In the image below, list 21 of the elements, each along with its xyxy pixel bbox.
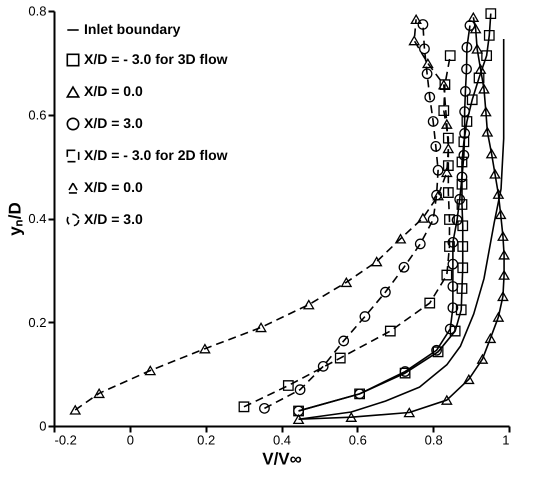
y-tick-label: 0.2 [28, 314, 46, 330]
x-tick-label: 0.4 [272, 432, 292, 448]
y-tick-label: 0 [39, 418, 46, 434]
x-tick-label: 1 [502, 432, 510, 448]
x-axis-title: V/V∞ [262, 450, 302, 468]
y-tick-label: 0.8 [28, 4, 46, 18]
x-tick-label: -0.2 [54, 432, 77, 448]
legend-label: X/D = - 3.0 for 2D flow [84, 147, 228, 163]
x-tick-label: 0.8 [424, 432, 443, 448]
legend-label: X/D = 0.0 [84, 83, 143, 99]
y-tick-label: 0.4 [28, 211, 46, 226]
y-axis-title: yₙ/D [5, 202, 24, 236]
legend-label: X/D = 0.0 [84, 179, 143, 195]
legend-label: X/D = 3.0 [84, 211, 143, 227]
x-tick-label: 0 [126, 432, 134, 448]
legend-label: X/D = 3.0 [84, 115, 143, 131]
y-tick-label: 0.6 [28, 107, 46, 122]
x-tick-label: 0.2 [197, 432, 216, 448]
legend-label: Inlet boundary [84, 21, 181, 37]
legend-label: X/D = - 3.0 for 3D flow [84, 51, 228, 67]
x-tick-label: 0.6 [348, 432, 367, 448]
